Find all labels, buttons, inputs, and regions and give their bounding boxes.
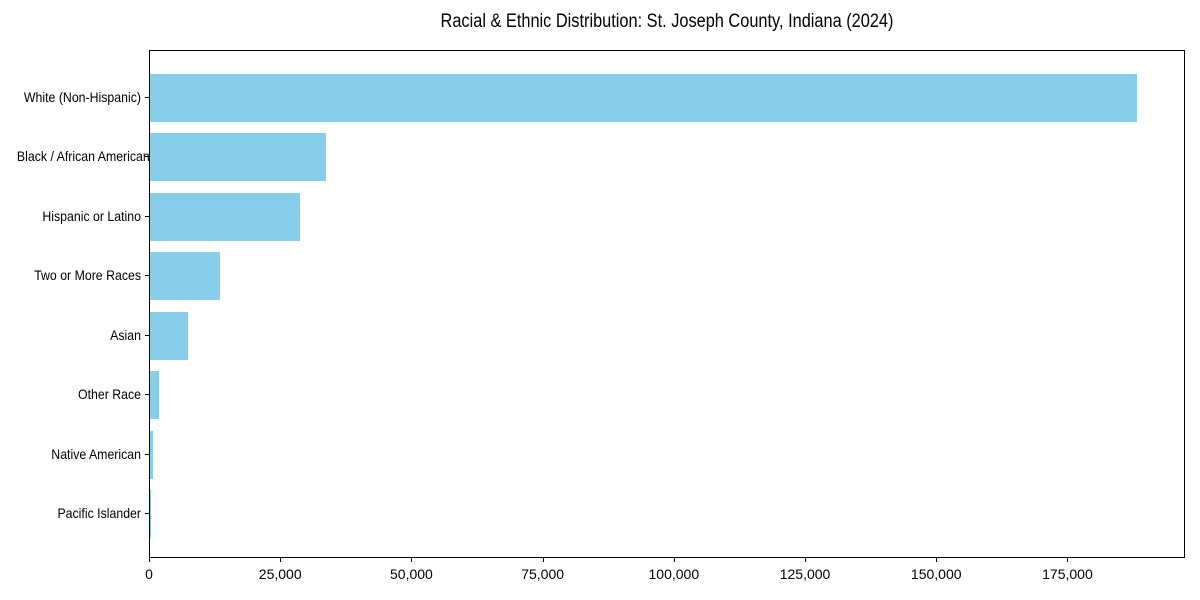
y-tick-label: Other Race — [77, 386, 141, 403]
y-tick-label: Two or More Races — [34, 267, 141, 284]
y-tick-mark — [145, 513, 149, 514]
y-tick-mark — [145, 156, 149, 158]
bar-other-race — [150, 371, 159, 420]
plot-area — [149, 50, 1185, 558]
bar-pacific-islander — [150, 490, 151, 538]
bar-asian — [150, 311, 189, 360]
x-tick-label: 125,000 — [779, 566, 831, 582]
y-tick-mark — [145, 97, 149, 98]
bar-black-african-american — [150, 133, 326, 182]
y-tick-label: Asian — [110, 326, 141, 343]
x-tick-label: 0 — [145, 566, 153, 582]
y-tick-mark — [145, 453, 149, 455]
x-tick-mark — [673, 558, 675, 562]
y-tick-mark — [145, 275, 149, 277]
x-tick-mark — [1067, 558, 1069, 562]
x-tick-label: 150,000 — [910, 566, 962, 582]
x-tick-mark — [805, 558, 807, 562]
bar-hispanic-or-latino — [150, 192, 301, 241]
y-tick-mark — [145, 334, 149, 336]
y-tick-label: Native American — [51, 445, 141, 462]
x-tick-label: 50,000 — [389, 566, 433, 582]
x-tick-label: 75,000 — [521, 566, 565, 582]
x-tick-mark — [149, 558, 150, 562]
y-tick-label: White (Non-Hispanic) — [23, 89, 141, 105]
x-tick-label: 25,000 — [258, 566, 302, 582]
bar-two-or-more-races — [150, 252, 221, 301]
y-tick-mark — [145, 215, 149, 217]
x-tick-label: 175,000 — [1042, 566, 1093, 582]
bar-native-american — [150, 430, 153, 479]
x-tick-mark — [542, 558, 544, 562]
x-tick-mark — [936, 558, 938, 562]
chart-title: Racial & Ethnic Distribution: St. Joseph… — [440, 11, 894, 32]
x-tick-mark — [280, 558, 282, 562]
y-tick-label: Hispanic or Latino — [42, 207, 142, 224]
y-tick-label: Pacific Islander — [57, 505, 141, 521]
bar-white-non-hispanic — [150, 74, 1137, 122]
y-tick-mark — [145, 394, 149, 396]
x-tick-mark — [411, 558, 413, 562]
x-tick-label: 100,000 — [648, 566, 700, 582]
y-tick-label: Black / African American — [16, 148, 150, 165]
